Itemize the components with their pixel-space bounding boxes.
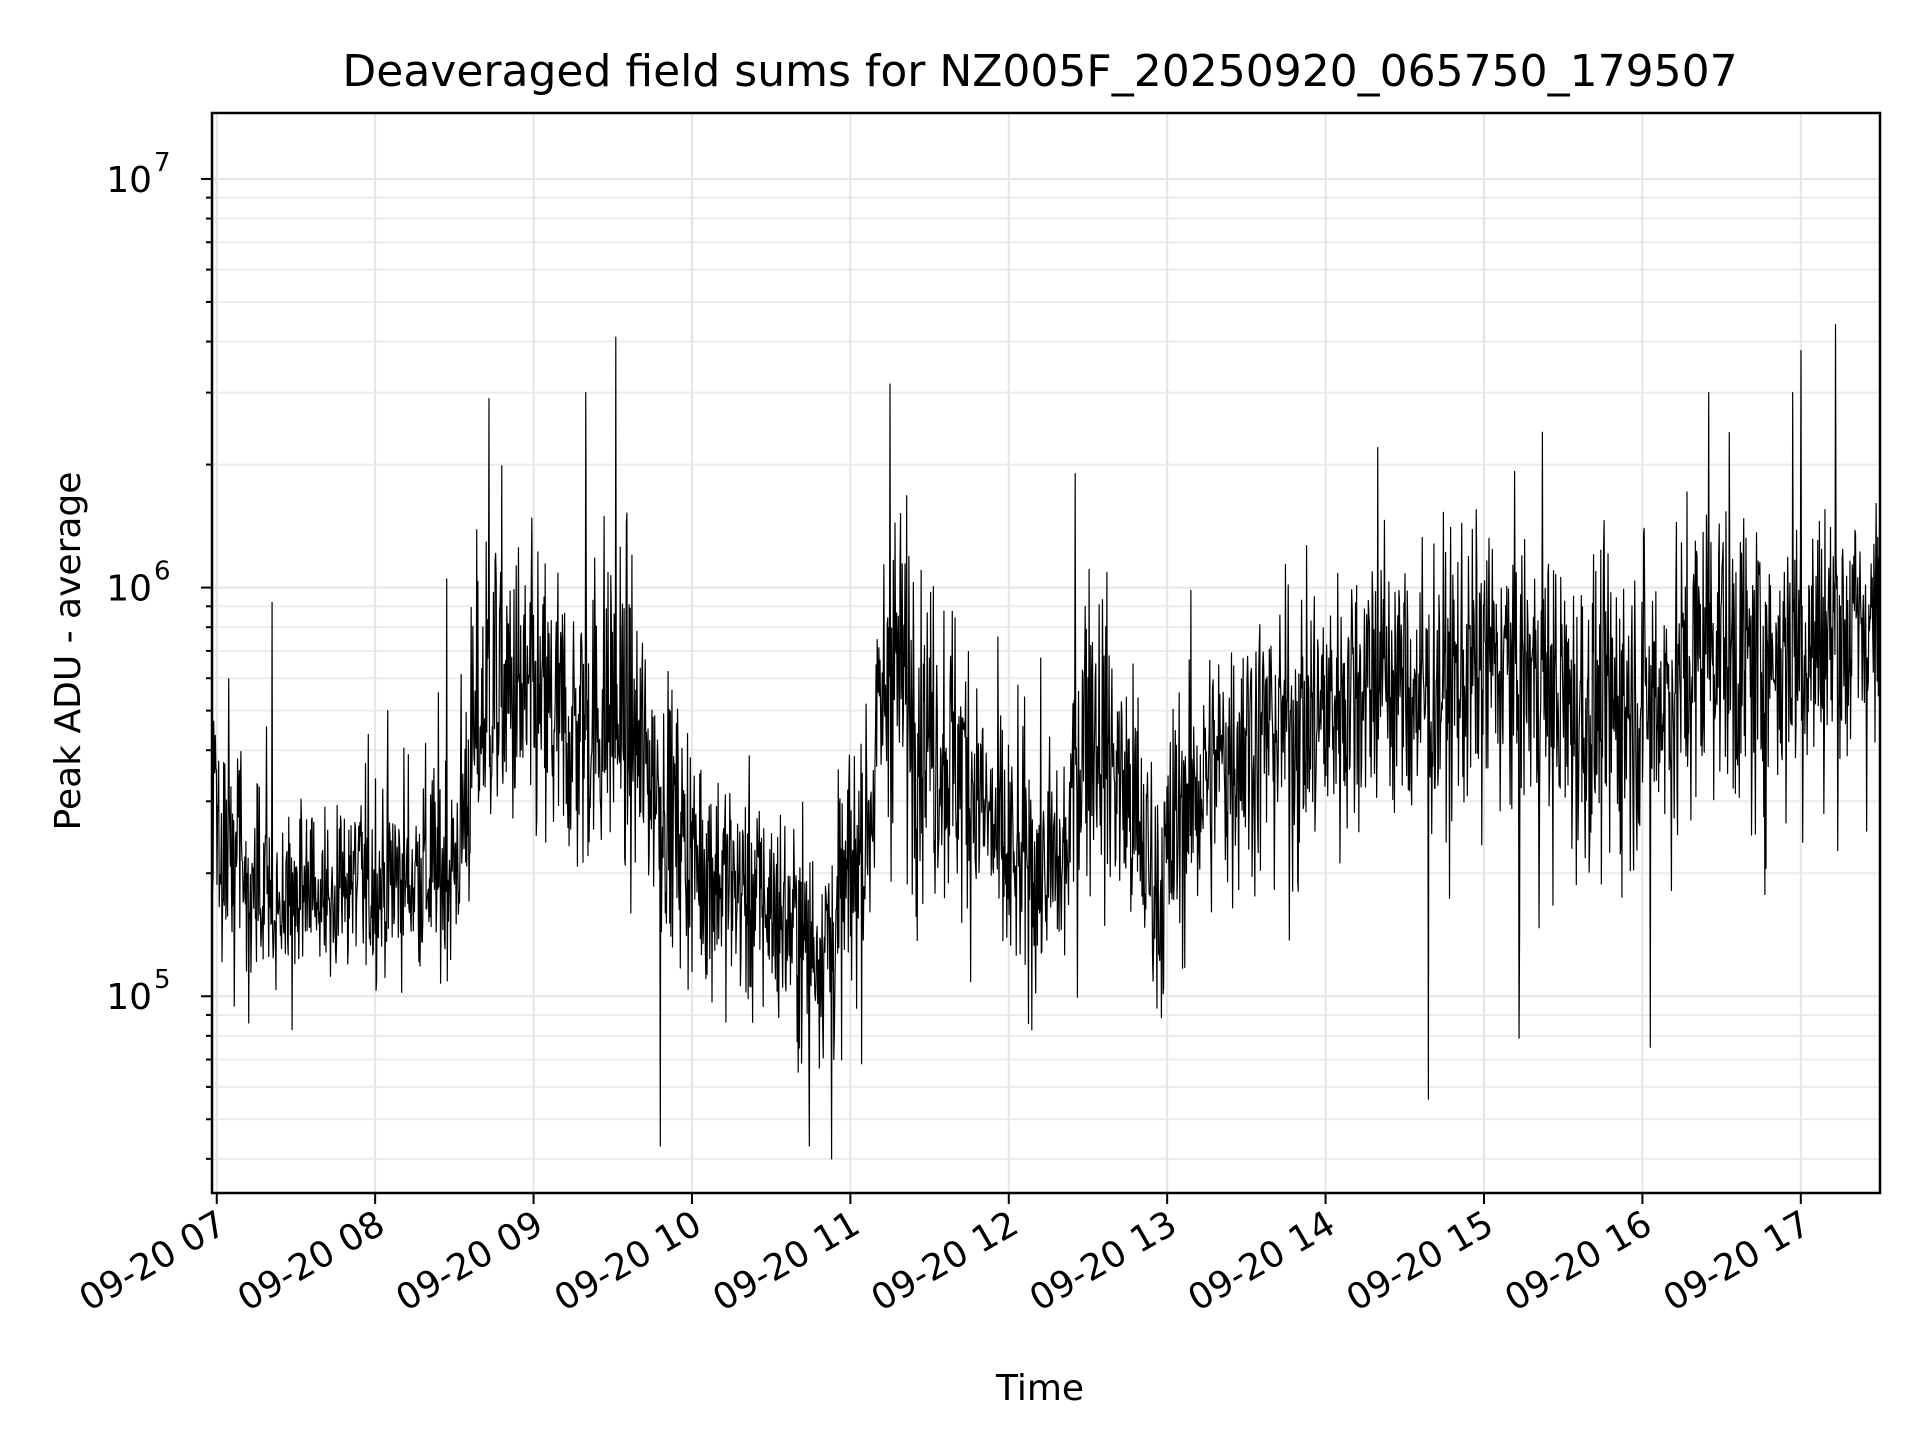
y-tick-exponent: 7	[154, 148, 171, 178]
x-axis-label: Time	[995, 1368, 1084, 1409]
chart-title: Deaveraged field sums for NZ005F_2025092…	[342, 46, 1737, 97]
y-tick-label: 10	[106, 977, 152, 1018]
y-tick-label: 10	[106, 569, 152, 610]
y-tick-exponent: 6	[154, 557, 171, 587]
y-tick-exponent: 5	[154, 965, 171, 995]
series-layer	[211, 324, 1881, 1160]
plot-frame	[210, 111, 1882, 1195]
data-series-line	[211, 324, 1881, 1160]
y-tick-label: 10	[106, 160, 152, 201]
y-axis-label: Peak ADU - average	[48, 472, 89, 831]
